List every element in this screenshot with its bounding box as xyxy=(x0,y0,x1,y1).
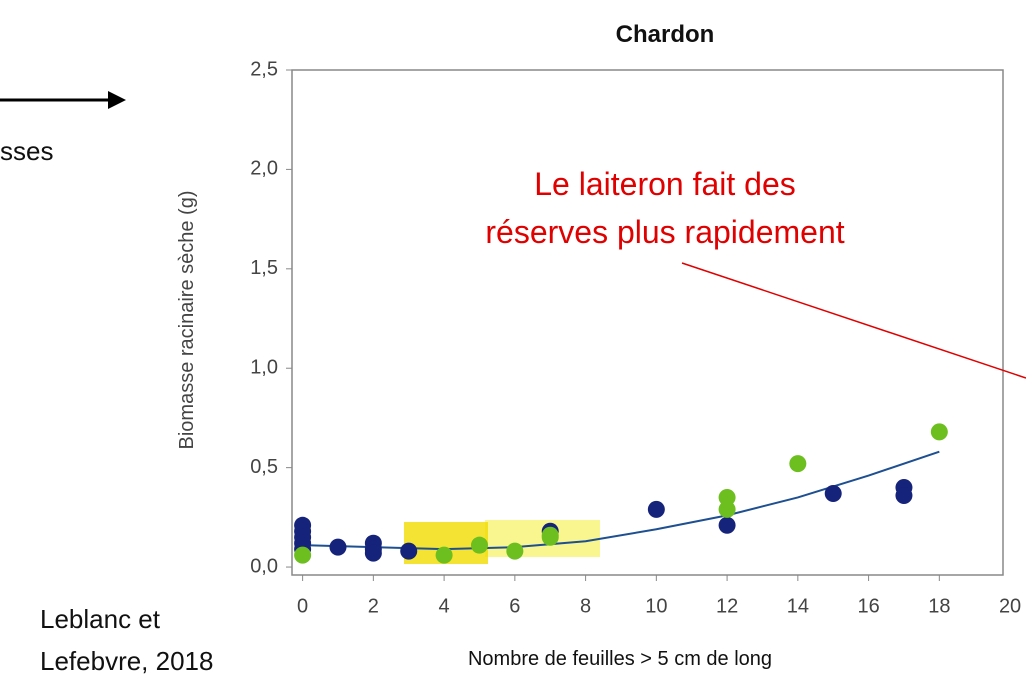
point xyxy=(895,486,913,504)
point xyxy=(364,544,382,562)
x-tick-label: 6 xyxy=(509,595,520,617)
point xyxy=(435,546,453,564)
x-tick-label: 8 xyxy=(580,595,591,617)
source: Lefebvre, 2018 xyxy=(40,646,213,676)
point xyxy=(294,546,312,564)
y-tick-label: 2,0 xyxy=(250,158,278,180)
point xyxy=(329,538,347,556)
y-tick-label: 1,5 xyxy=(250,257,278,279)
x-tick-label: 12 xyxy=(716,595,738,617)
point xyxy=(718,516,736,534)
annotation: réserves plus rapidement xyxy=(485,214,844,250)
point xyxy=(930,423,948,441)
x-tick-label: 20 xyxy=(999,595,1021,617)
x-tick-label: 16 xyxy=(857,595,879,617)
point xyxy=(470,536,488,554)
plot-frame xyxy=(291,69,1004,576)
chart-title: Chardon xyxy=(616,21,715,48)
x-tick-label: 0 xyxy=(297,595,308,617)
point xyxy=(647,500,665,518)
point xyxy=(718,500,736,518)
annotation: Le laiteron fait des xyxy=(534,166,796,202)
pointer-line xyxy=(681,262,1026,379)
point xyxy=(541,526,559,544)
y-tick-label: 2,5 xyxy=(250,58,278,80)
x-axis-label: Nombre de feuilles > 5 cm de long xyxy=(468,648,772,670)
y-tick-label: 0,0 xyxy=(250,555,278,577)
point xyxy=(789,455,807,473)
x-tick-label: 4 xyxy=(439,595,450,617)
side-text: sses xyxy=(0,136,53,166)
source: Leblanc et xyxy=(40,604,161,634)
y-tick-label: 1,0 xyxy=(250,357,278,379)
arrow-head xyxy=(108,91,126,109)
point xyxy=(400,542,418,560)
y-axis-label: Biomasse racinaire sèche (g) xyxy=(176,191,198,450)
x-tick-label: 14 xyxy=(787,595,809,617)
x-tick-label: 18 xyxy=(928,595,950,617)
fit-line xyxy=(302,450,940,551)
point xyxy=(824,484,842,502)
y-tick-label: 0,5 xyxy=(250,456,278,478)
point xyxy=(506,542,524,560)
x-tick-label: 10 xyxy=(645,595,667,617)
point xyxy=(718,488,736,506)
x-tick-label: 2 xyxy=(368,595,379,617)
